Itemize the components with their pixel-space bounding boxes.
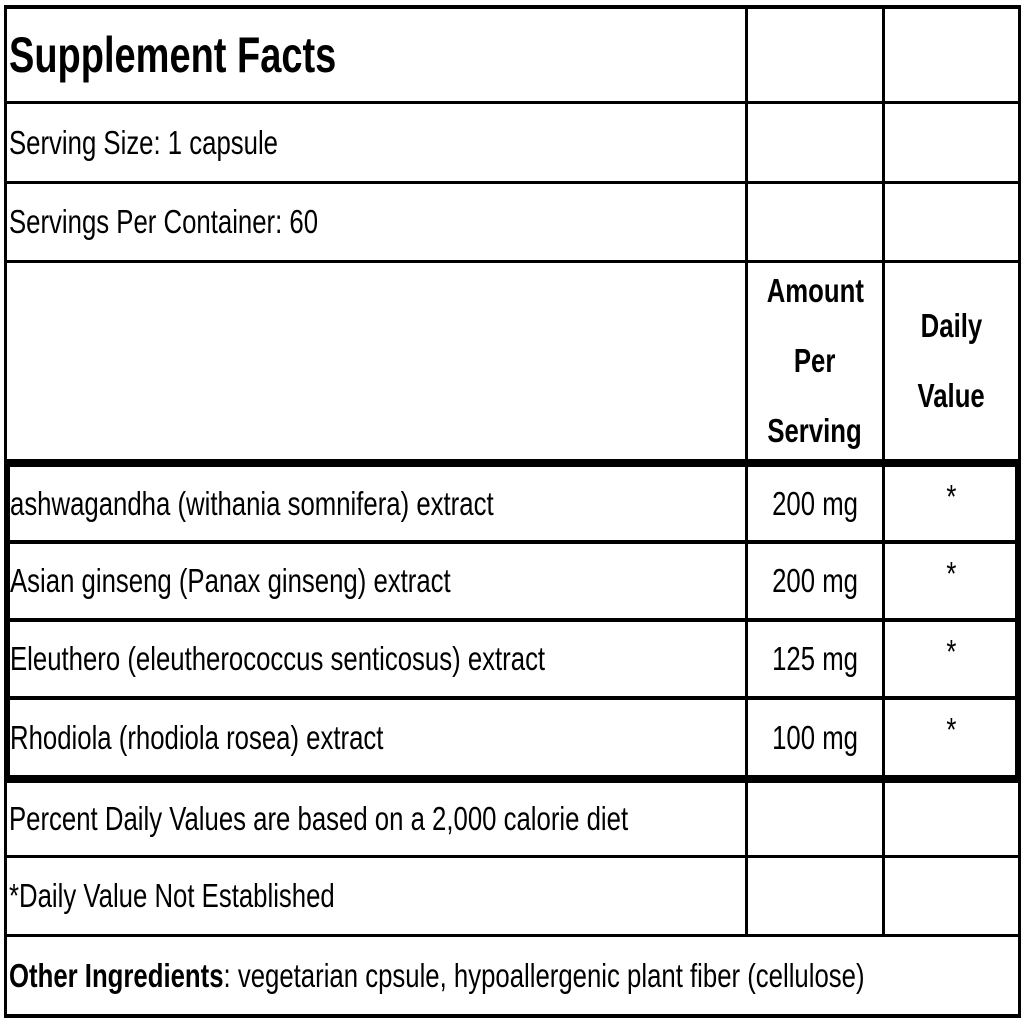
header-line: Serving [767, 412, 863, 449]
page-title: Supplement Facts [9, 9, 440, 101]
divider [4, 540, 1021, 544]
ingredient-dv: * [885, 622, 1018, 682]
amount-text: 125 mg [772, 640, 858, 677]
title-text: Supplement Facts [9, 27, 337, 83]
ingredients-box-top [4, 459, 1021, 467]
ingredient-amount: 200 mg [748, 467, 882, 540]
divider [4, 934, 1021, 937]
ingredients-box-left [4, 459, 10, 783]
dv-text: * [946, 633, 957, 670]
dv-not-established-note: *Daily Value Not Established [9, 858, 427, 934]
dv-text: * [946, 478, 957, 515]
serving-size-text: Serving Size: 1 capsule [9, 123, 278, 161]
amount-text: 200 mg [772, 562, 858, 599]
column-divider [745, 5, 748, 936]
border-bottom [4, 1014, 1021, 1018]
servings-per-container-text: Servings Per Container: 60 [9, 203, 319, 240]
ingredient-amount: 100 mg [748, 700, 882, 775]
other-ingredients: Other Ingredients: vegetarian cpsule, hy… [9, 937, 1024, 1014]
percent-dv-note: Percent Daily Values are based on a 2,00… [9, 783, 803, 855]
header-line: Amount [766, 272, 864, 309]
ingredient-amount: 200 mg [748, 544, 882, 618]
ingredient-dv: * [885, 544, 1018, 604]
divider [4, 181, 1021, 184]
serving-size: Serving Size: 1 capsule [9, 104, 354, 181]
ingredient-name: Asian ginseng (Panax ginseng) extract [10, 544, 575, 618]
other-ingredients-line: Other Ingredients: vegetarian cpsule, hy… [9, 957, 865, 995]
servings-per-container: Servings Per Container: 60 [9, 184, 405, 260]
ingredient-dv: * [885, 700, 1018, 760]
dv-not-established-text: *Daily Value Not Established [9, 877, 335, 914]
divider [4, 618, 1021, 622]
divider [4, 260, 1021, 263]
amount-per-serving-header: Amount Per Serving [748, 263, 882, 459]
header-line: Value [917, 377, 986, 414]
dv-text: * [946, 555, 957, 592]
other-ingredients-text: : vegetarian cpsule, hypoallergenic plan… [223, 956, 865, 994]
border-top [4, 5, 1021, 9]
ingredients-box-bottom [4, 775, 1021, 783]
ingredient-name: ashwagandha (withania somnifera) extract [10, 467, 630, 540]
ingredient-name: Rhodiola (rhodiola rosea) extract [10, 700, 489, 775]
ingredient-name-text: Eleuthero (eleutherococcus senticosus) e… [10, 640, 546, 677]
daily-value-header: Daily Value [885, 263, 1018, 459]
divider [4, 101, 1021, 104]
percent-dv-text: Percent Daily Values are based on a 2,00… [9, 800, 629, 837]
ingredient-dv: * [885, 467, 1018, 527]
divider [4, 696, 1021, 700]
ingredient-name-text: Rhodiola (rhodiola rosea) extract [10, 718, 384, 756]
amount-text: 200 mg [772, 484, 858, 522]
header-line: Daily [920, 307, 983, 344]
divider [4, 855, 1021, 858]
dv-text: * [946, 711, 957, 748]
ingredients-box-right [1015, 459, 1021, 783]
column-divider [882, 5, 885, 936]
ingredient-name-text: Asian ginseng (Panax ginseng) extract [10, 562, 451, 599]
ingredient-amount: 125 mg [748, 622, 882, 696]
header-line: Per [794, 342, 836, 379]
ingredient-name: Eleuthero (eleutherococcus senticosus) e… [10, 622, 696, 696]
other-ingredients-label: Other Ingredients [9, 956, 224, 994]
ingredient-name-text: ashwagandha (withania somnifera) extract [10, 484, 494, 522]
amount-text: 100 mg [772, 718, 858, 756]
